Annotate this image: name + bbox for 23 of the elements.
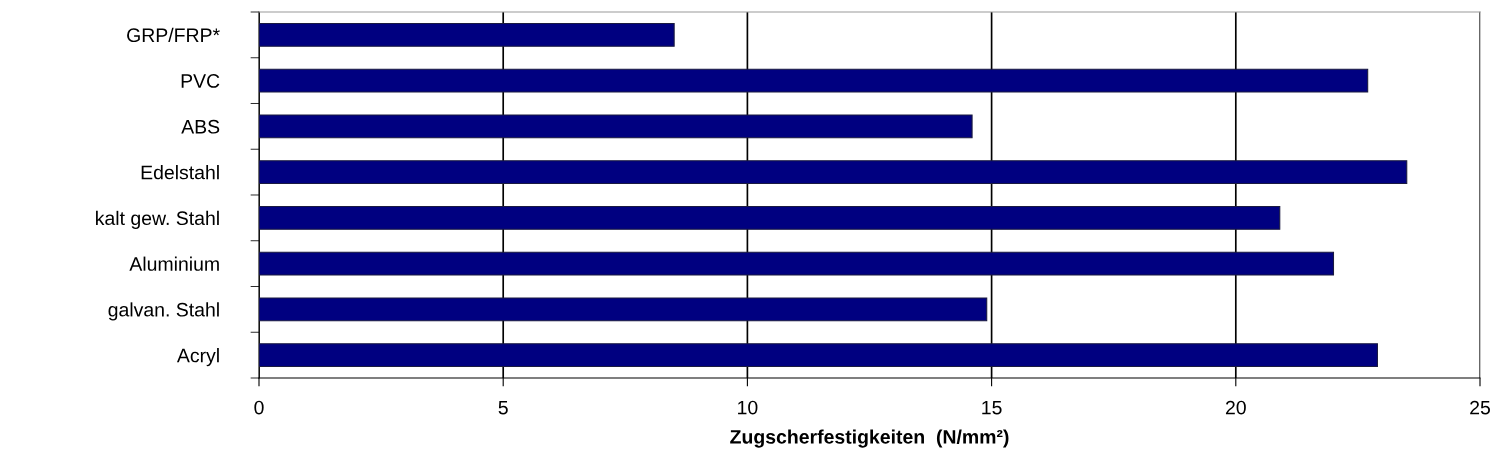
bar	[259, 205, 1281, 230]
x-tick-label: 5	[498, 400, 508, 415]
bar	[259, 251, 1335, 276]
y-tick-label: Aluminium	[129, 256, 219, 271]
y-tick-label: Edelstahl	[141, 165, 219, 180]
y-tick-label: PVC	[181, 74, 220, 88]
bar	[259, 160, 1408, 185]
y-tick-label: ABS	[181, 119, 220, 134]
x-tick-label: 0	[254, 400, 264, 415]
bar	[259, 297, 988, 322]
x-tick-label: 20	[1225, 400, 1246, 415]
x-tick-label: 10	[738, 400, 758, 415]
bar	[259, 343, 1378, 368]
bar	[259, 68, 1369, 93]
x-axis-title: Zugscherfestigkeiten (N/mm²)	[730, 429, 1009, 448]
bar	[259, 114, 973, 139]
y-tick-label: galvan. Stahl	[108, 302, 219, 321]
y-tick-label: GRP/FRP*	[127, 27, 220, 43]
x-tick-label: 25	[1470, 400, 1490, 415]
y-tick-label: kalt gew. Stahl	[96, 210, 219, 229]
x-tick-label: 15	[982, 400, 1002, 415]
y-tick-label: Acryl	[176, 348, 219, 367]
bar	[259, 22, 675, 47]
